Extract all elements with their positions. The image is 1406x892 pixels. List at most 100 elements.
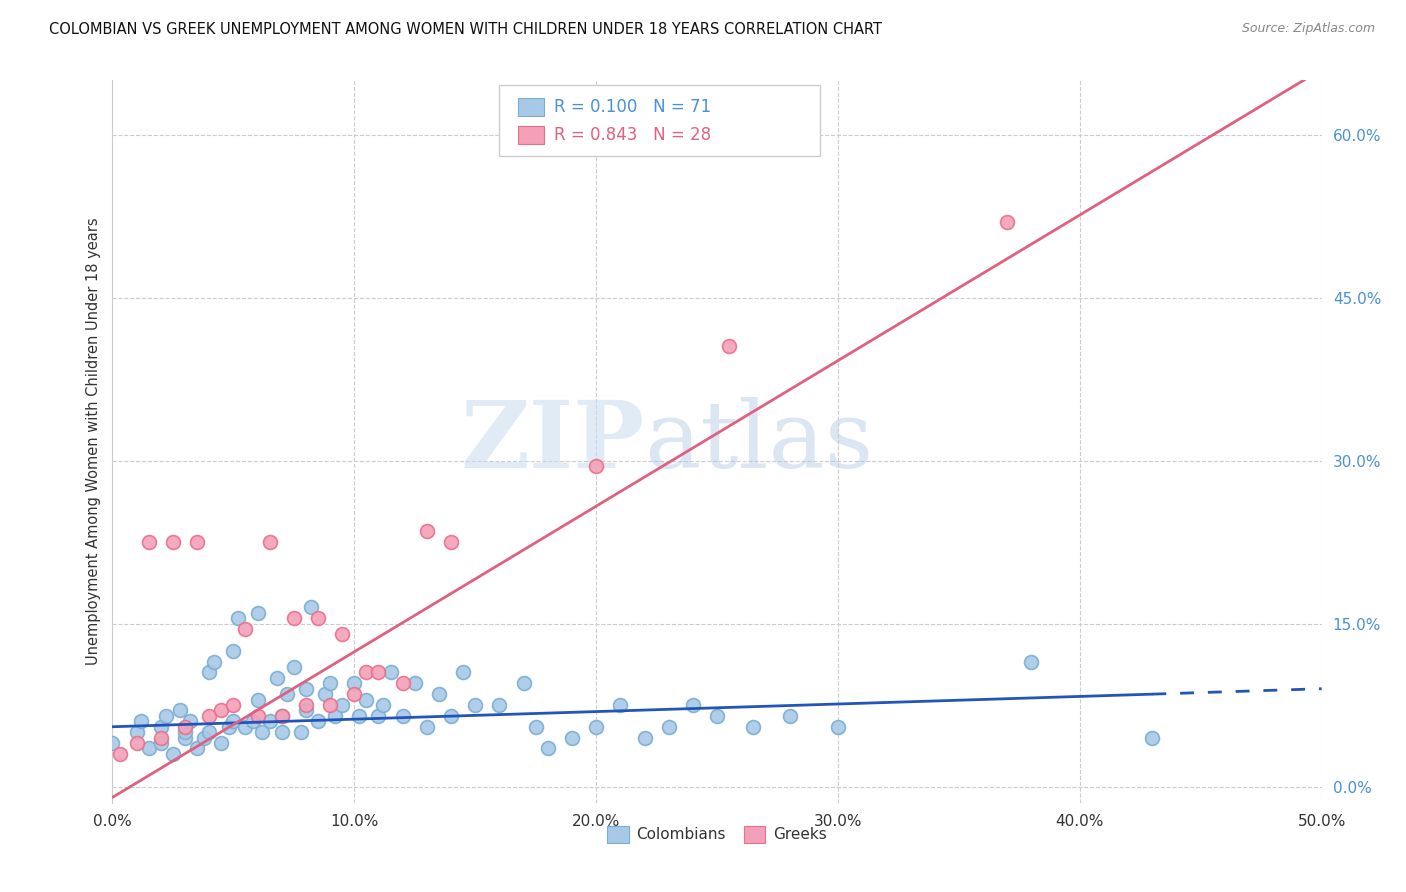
Point xyxy=(343,676,366,690)
Point xyxy=(416,720,439,734)
Point xyxy=(380,665,402,680)
Point xyxy=(307,714,329,729)
Point xyxy=(295,681,318,696)
Point xyxy=(356,665,378,680)
Point xyxy=(347,709,370,723)
Point xyxy=(451,665,474,680)
Point xyxy=(1142,731,1164,745)
Point xyxy=(179,714,201,729)
Point xyxy=(307,611,329,625)
Point xyxy=(138,741,160,756)
Point xyxy=(343,687,366,701)
Point xyxy=(235,622,257,636)
Point xyxy=(259,535,281,549)
Point xyxy=(246,692,269,706)
Point xyxy=(658,720,681,734)
Y-axis label: Unemployment Among Women with Children Under 18 years: Unemployment Among Women with Children U… xyxy=(86,218,101,665)
Point xyxy=(633,731,655,745)
Point xyxy=(330,698,353,712)
Point xyxy=(138,535,160,549)
Point xyxy=(270,709,292,723)
Point xyxy=(718,339,741,353)
Point xyxy=(367,665,389,680)
Text: R = 0.100   N = 71: R = 0.100 N = 71 xyxy=(554,98,711,116)
Point xyxy=(270,725,292,739)
Point xyxy=(464,698,486,712)
Point xyxy=(226,611,249,625)
FancyBboxPatch shape xyxy=(517,126,544,144)
Point xyxy=(330,627,353,641)
Point xyxy=(373,698,395,712)
Point xyxy=(561,731,583,745)
Point xyxy=(149,720,172,734)
Point xyxy=(440,535,463,549)
Text: COLOMBIAN VS GREEK UNEMPLOYMENT AMONG WOMEN WITH CHILDREN UNDER 18 YEARS CORRELA: COLOMBIAN VS GREEK UNEMPLOYMENT AMONG WO… xyxy=(49,22,882,37)
Point xyxy=(367,709,389,723)
Point xyxy=(779,709,801,723)
Point xyxy=(488,698,510,712)
Text: Source: ZipAtlas.com: Source: ZipAtlas.com xyxy=(1241,22,1375,36)
Point xyxy=(162,535,184,549)
Point xyxy=(323,709,346,723)
FancyBboxPatch shape xyxy=(499,86,820,156)
Point xyxy=(131,714,153,729)
Point xyxy=(276,687,298,701)
Point xyxy=(155,709,177,723)
Text: ZIP: ZIP xyxy=(460,397,644,486)
Point xyxy=(198,709,221,723)
Text: R = 0.843   N = 28: R = 0.843 N = 28 xyxy=(554,126,711,145)
Point xyxy=(427,687,450,701)
Point xyxy=(162,747,184,761)
Point xyxy=(108,747,131,761)
Point xyxy=(440,709,463,723)
Point xyxy=(186,535,208,549)
Point xyxy=(827,720,849,734)
Point xyxy=(222,643,245,657)
Point xyxy=(266,671,288,685)
Point xyxy=(524,720,547,734)
Point xyxy=(585,720,607,734)
Point xyxy=(270,709,292,723)
Point xyxy=(995,214,1018,228)
Point xyxy=(209,703,232,717)
Point xyxy=(314,687,336,701)
Point xyxy=(198,725,221,739)
Point xyxy=(299,600,322,615)
Point xyxy=(356,692,378,706)
Point xyxy=(218,720,240,734)
Point xyxy=(682,698,704,712)
FancyBboxPatch shape xyxy=(517,98,544,117)
Point xyxy=(295,698,318,712)
Point xyxy=(235,720,257,734)
Point xyxy=(169,703,191,717)
Point xyxy=(125,725,148,739)
Point xyxy=(222,698,245,712)
Point xyxy=(198,665,221,680)
Point xyxy=(149,731,172,745)
Point xyxy=(391,709,413,723)
Point xyxy=(202,655,225,669)
Point xyxy=(1021,655,1043,669)
Point xyxy=(174,725,197,739)
Legend: Colombians, Greeks: Colombians, Greeks xyxy=(602,820,832,849)
Point xyxy=(283,611,305,625)
Point xyxy=(193,731,215,745)
Point xyxy=(246,606,269,620)
Point xyxy=(537,741,560,756)
Point xyxy=(706,709,728,723)
Point xyxy=(125,736,148,750)
Point xyxy=(174,731,197,745)
Point xyxy=(295,703,318,717)
Point xyxy=(259,714,281,729)
Point xyxy=(416,524,439,538)
Point xyxy=(512,676,534,690)
Point xyxy=(283,660,305,674)
Point xyxy=(404,676,426,690)
Point xyxy=(149,736,172,750)
Point xyxy=(252,725,274,739)
Point xyxy=(585,458,607,473)
Point xyxy=(246,709,269,723)
Point xyxy=(186,741,208,756)
Point xyxy=(222,714,245,729)
Point xyxy=(742,720,765,734)
